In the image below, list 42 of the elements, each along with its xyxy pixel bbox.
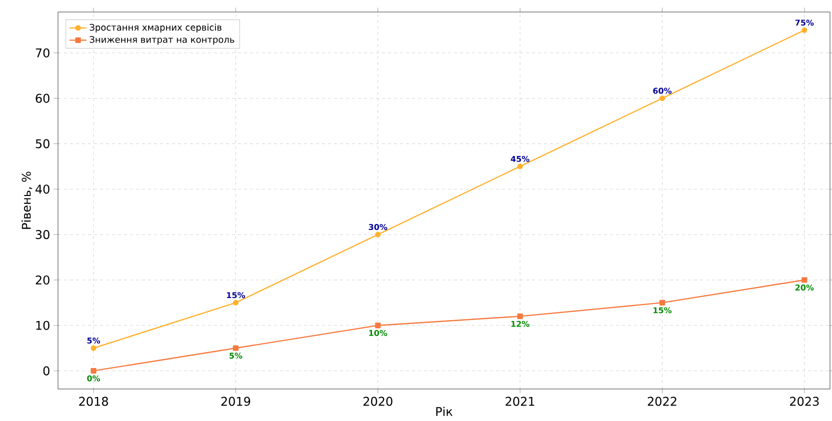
y-tick-label: 30 xyxy=(36,230,50,240)
point xyxy=(90,368,96,374)
y-tick-label: 70 xyxy=(36,48,50,58)
data-label: 10% xyxy=(369,330,388,336)
x-tick-label: 2022 xyxy=(648,396,676,406)
data-label: 30% xyxy=(368,224,388,230)
data-label: 15% xyxy=(654,307,672,314)
data-label: 45% xyxy=(510,156,530,162)
y-tick-label: 40 xyxy=(36,184,50,194)
point xyxy=(375,322,381,328)
x-axis-title: Рік xyxy=(436,406,453,416)
point xyxy=(375,232,381,238)
data-label: 12% xyxy=(511,320,530,327)
point xyxy=(802,277,808,283)
data-label: 5% xyxy=(87,338,100,344)
x-tick-label: 2018 xyxy=(79,396,108,406)
legend-label: Зростання хмарних сервісів xyxy=(90,24,222,32)
y-axis-title: Рівень, % xyxy=(22,172,32,229)
x-tick-label: 2020 xyxy=(364,396,392,406)
legend-label: Зниження витрат на контроль xyxy=(90,36,234,45)
point xyxy=(232,300,239,306)
point xyxy=(517,314,523,320)
x-tick-label: 2021 xyxy=(506,396,534,406)
data-label: 20% xyxy=(795,284,814,291)
data-label: 0% xyxy=(87,375,100,382)
y-tick-label: 10 xyxy=(36,320,50,330)
y-tick-label: 50 xyxy=(36,139,50,148)
point xyxy=(90,345,96,351)
point xyxy=(232,345,239,351)
point xyxy=(659,300,666,306)
y-tick-label: 0 xyxy=(43,366,50,376)
data-label: 5% xyxy=(230,352,242,359)
point xyxy=(802,27,808,33)
x-tick-label: 2023 xyxy=(790,396,819,406)
x-tick-label: 2019 xyxy=(221,396,250,406)
y-tick-label: 60 xyxy=(36,94,50,103)
point xyxy=(517,164,523,170)
data-label: 60% xyxy=(653,88,672,94)
y-tick-label: 20 xyxy=(36,275,50,285)
point xyxy=(659,96,666,102)
data-label: 75% xyxy=(795,20,814,26)
data-label: 15% xyxy=(227,292,246,298)
